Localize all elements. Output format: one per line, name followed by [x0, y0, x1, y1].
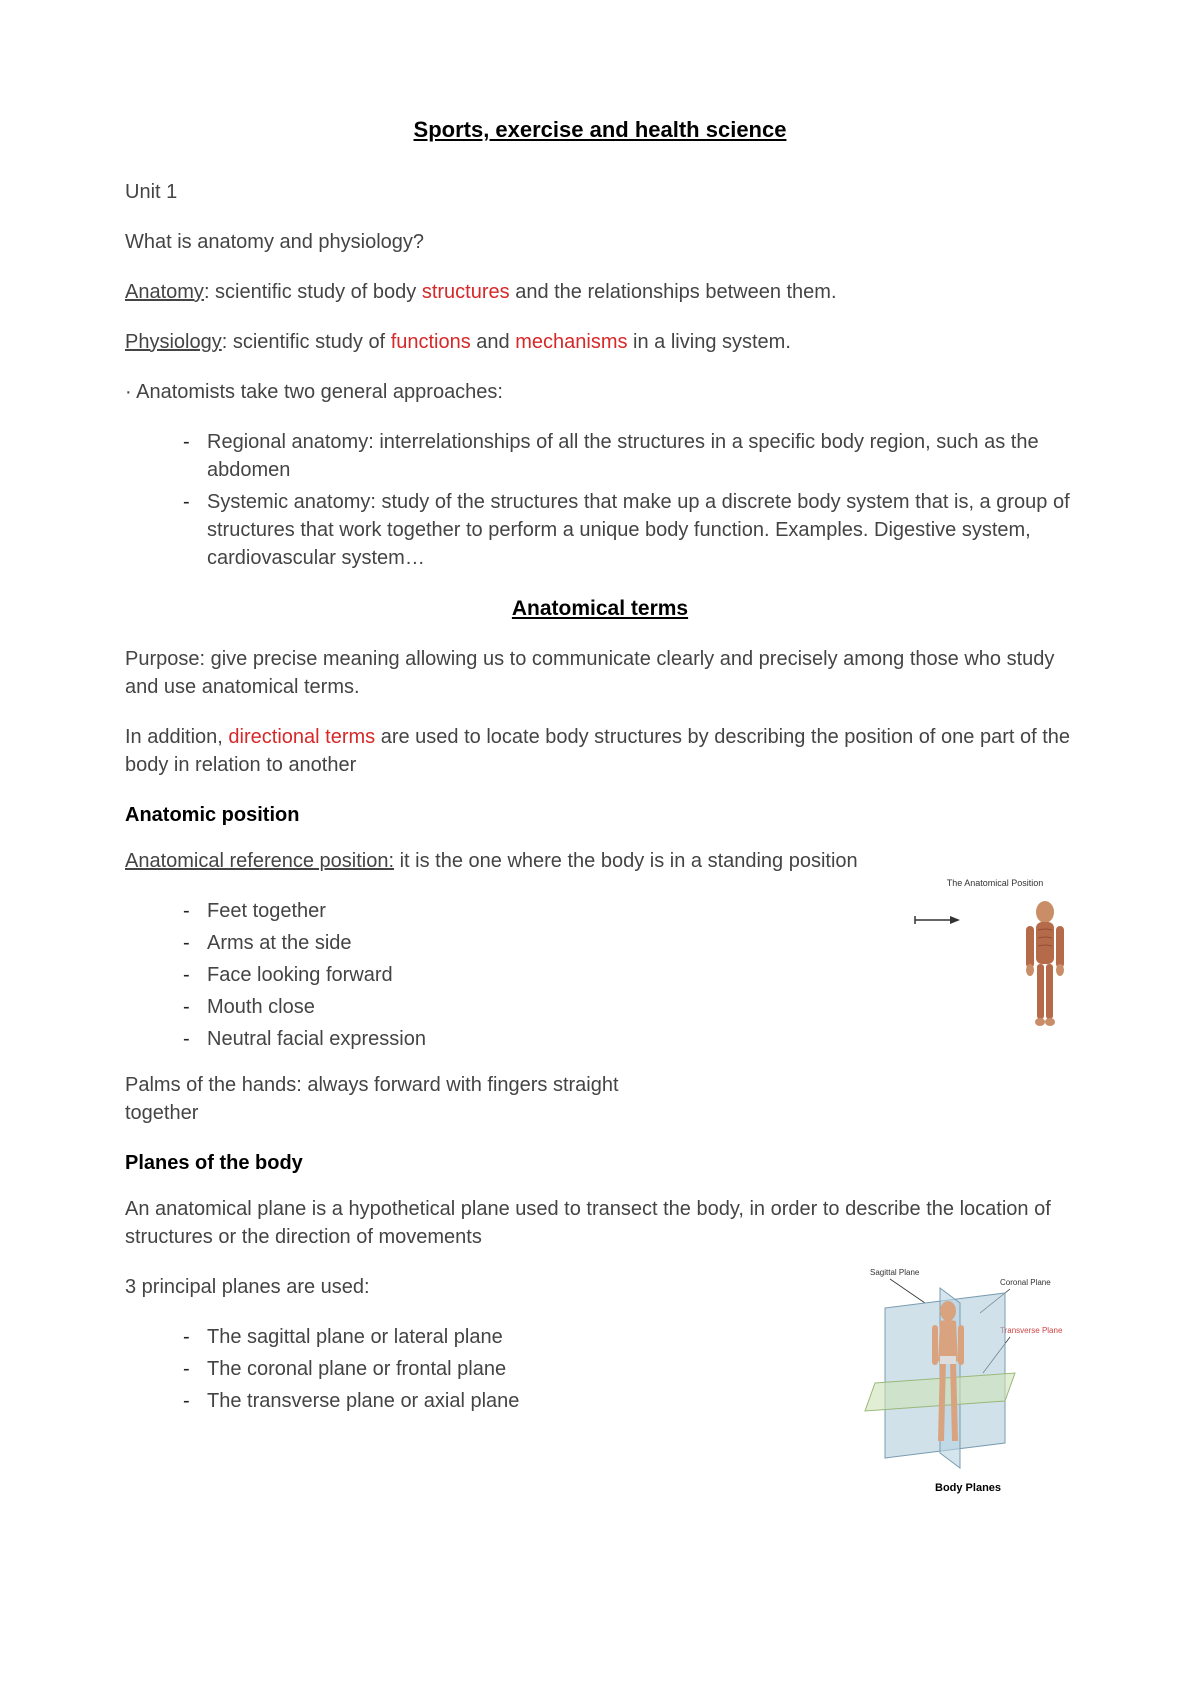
physiology-term: Physiology	[125, 331, 222, 353]
list-item: Feet together	[183, 897, 1075, 925]
planes-caption: Body Planes	[935, 1482, 1001, 1494]
text: and the relationships between them.	[510, 281, 837, 303]
unit-label: Unit 1	[125, 178, 1075, 206]
coronal-label: Coronal Plane	[1000, 1278, 1051, 1287]
mechanisms-highlight: mechanisms	[515, 331, 627, 353]
list-item: The transverse plane or axial plane	[183, 1387, 1075, 1415]
physiology-definition: Physiology: scientific study of function…	[125, 328, 1075, 356]
list-item: The coronal plane or frontal plane	[183, 1355, 1075, 1383]
body-planes-figure: Sagittal Plane Coronal Plane Transverse …	[815, 1263, 1075, 1503]
position-list: Feet together Arms at the side Face look…	[125, 897, 1075, 1053]
text: and	[471, 331, 515, 353]
list-item: Neutral facial expression	[183, 1025, 1075, 1053]
planes-intro: An anatomical plane is a hypothetical pl…	[125, 1195, 1075, 1251]
sagittal-label: Sagittal Plane	[870, 1268, 920, 1277]
text: in a living system.	[628, 331, 791, 353]
text: : scientific study of body	[204, 281, 422, 303]
purpose-text: Purpose: give precise meaning allowing u…	[125, 645, 1075, 701]
list-item: Regional anatomy: interrelationships of …	[183, 428, 1075, 484]
palms-text: Palms of the hands: always forward with …	[125, 1071, 685, 1127]
directional-terms-text: In addition, directional terms are used …	[125, 723, 1075, 779]
approaches-list: Regional anatomy: interrelationships of …	[125, 428, 1075, 572]
text: it is the one where the body is in a sta…	[394, 850, 858, 872]
anatomy-term: Anatomy	[125, 281, 204, 303]
list-item: Face looking forward	[183, 961, 1075, 989]
directional-highlight: directional terms	[228, 726, 375, 748]
approaches-intro: · Anatomists take two general approaches…	[125, 378, 1075, 406]
reference-position-text: Anatomical reference position: it is the…	[125, 847, 1075, 875]
anatomical-terms-heading: Anatomical terms	[125, 594, 1075, 623]
functions-highlight: functions	[391, 331, 471, 353]
figure-caption: The Anatomical Position	[885, 877, 1105, 890]
planes-heading: Planes of the body	[125, 1149, 1075, 1177]
anatomy-definition: Anatomy: scientific study of body struct…	[125, 278, 1075, 306]
structures-highlight: structures	[422, 281, 510, 303]
list-item: Systemic anatomy: study of the structure…	[183, 488, 1075, 572]
page-title: Sports, exercise and health science	[125, 115, 1075, 146]
list-item: Mouth close	[183, 993, 1075, 1021]
text: In addition,	[125, 726, 228, 748]
anatomic-position-block: The Anatomical Position	[125, 897, 1075, 1127]
planes-list: The sagittal plane or lateral plane The …	[125, 1323, 1075, 1415]
planes-block: Sagittal Plane Coronal Plane Transverse …	[125, 1273, 1075, 1415]
body-planes-icon: Sagittal Plane Coronal Plane Transverse …	[815, 1263, 1075, 1503]
text: : scientific study of	[222, 331, 391, 353]
anatomic-position-heading: Anatomic position	[125, 801, 1075, 829]
list-item: The sagittal plane or lateral plane	[183, 1323, 1075, 1351]
reference-position-label: Anatomical reference position:	[125, 850, 394, 872]
question-heading: What is anatomy and physiology?	[125, 228, 1075, 256]
list-item: Arms at the side	[183, 929, 1075, 957]
